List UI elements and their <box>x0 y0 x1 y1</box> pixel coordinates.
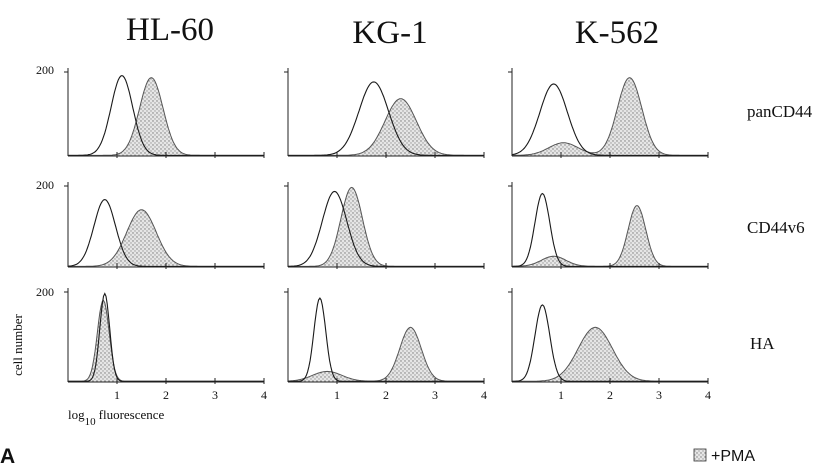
histogram-panel-hl60-cd44v6 <box>64 182 265 269</box>
pma-histogram-line-kg1-ha <box>288 326 484 382</box>
x-tick-label-4-kg1: 4 <box>481 388 487 402</box>
column-title-kg1: KG-1 <box>352 15 427 51</box>
histogram-panel-kg1-pancd44 <box>284 68 485 158</box>
y-tick-200-row3: 200 <box>36 285 54 299</box>
x-tick-label-3-hl60: 3 <box>212 388 218 402</box>
row-label-pancd44: panCD44 <box>747 102 813 121</box>
column-title-k562: K-562 <box>575 15 659 51</box>
histogram-panels: 1 2 3 4 1 2 3 4 1 2 3 4 <box>64 68 711 402</box>
pma-histogram-fill-k562-cd44v6 <box>512 205 708 267</box>
row-label-cd44v6: CD44v6 <box>747 218 805 237</box>
row-labels: panCD44 CD44v6 HA <box>747 102 813 353</box>
control-histogram-line-kg1-cd44v6 <box>288 190 484 267</box>
pma-histogram-fill-k562-pancd44 <box>512 77 708 156</box>
x-tick-label-2-k562: 2 <box>607 388 613 402</box>
row-label-ha: HA <box>750 334 775 353</box>
y-tick-200-row2: 200 <box>36 178 54 192</box>
pma-histogram-fill-kg1-cd44v6 <box>288 187 484 267</box>
x-tick-label-1-k562: 1 <box>558 388 564 402</box>
pma-histogram-fill-hl60-pancd44 <box>68 77 264 156</box>
pma-histogram-fill-k562-ha <box>512 327 708 382</box>
pma-histogram-line-k562-cd44v6 <box>511 205 708 267</box>
histogram-panel-kg1-ha: 1 2 3 4 <box>284 288 487 402</box>
control-histogram-line-kg1-pancd44 <box>288 81 484 156</box>
x-tick-label-3-k562: 3 <box>656 388 662 402</box>
control-histogram-line-kg1-ha <box>288 297 484 382</box>
y-tick-labels: 200 200 200 <box>36 63 54 299</box>
legend-swatch <box>693 448 707 462</box>
y-tick-200-row1: 200 <box>36 63 54 77</box>
x-tick-label-1-kg1: 1 <box>334 388 340 402</box>
pma-histogram-fill-hl60-cd44v6 <box>68 209 264 267</box>
y-axis-label: cell number <box>10 313 25 375</box>
column-title-hl60: HL-60 <box>126 12 214 48</box>
histogram-panel-hl60-ha: 1 2 3 4 <box>64 288 267 402</box>
histogram-panel-hl60-pancd44 <box>64 68 265 158</box>
legend: +PMA <box>693 448 755 465</box>
x-axis-label-subscript: 10 <box>85 416 97 428</box>
x-tick-label-1-hl60: 1 <box>114 388 120 402</box>
pma-histogram-fill-kg1-pancd44 <box>288 98 484 156</box>
x-tick-label-2-kg1: 2 <box>383 388 389 402</box>
x-tick-label-4-hl60: 4 <box>261 388 267 402</box>
histogram-panel-k562-pancd44 <box>508 68 709 158</box>
histogram-panel-kg1-cd44v6 <box>284 182 485 269</box>
histogram-panel-k562-cd44v6 <box>508 182 709 269</box>
x-axis-label: log10 fluorescence <box>68 407 165 428</box>
histogram-panel-k562-ha: 1 2 3 4 <box>508 288 711 402</box>
legend-label: +PMA <box>711 448 755 465</box>
column-titles: HL-60 KG-1 K-562 <box>126 12 659 51</box>
x-tick-label-2-hl60: 2 <box>163 388 169 402</box>
pma-histogram-fill-hl60-ha <box>68 300 264 382</box>
x-axis-label-prefix: log <box>68 407 85 422</box>
x-axis-label-suffix: fluorescence <box>99 407 165 422</box>
control-histogram-line-k562-cd44v6 <box>512 192 708 267</box>
pma-histogram-line-kg1-cd44v6 <box>288 186 484 267</box>
x-tick-label-4-k562: 4 <box>705 388 711 402</box>
x-tick-label-3-kg1: 3 <box>432 388 438 402</box>
panel-letter: A <box>0 445 15 468</box>
